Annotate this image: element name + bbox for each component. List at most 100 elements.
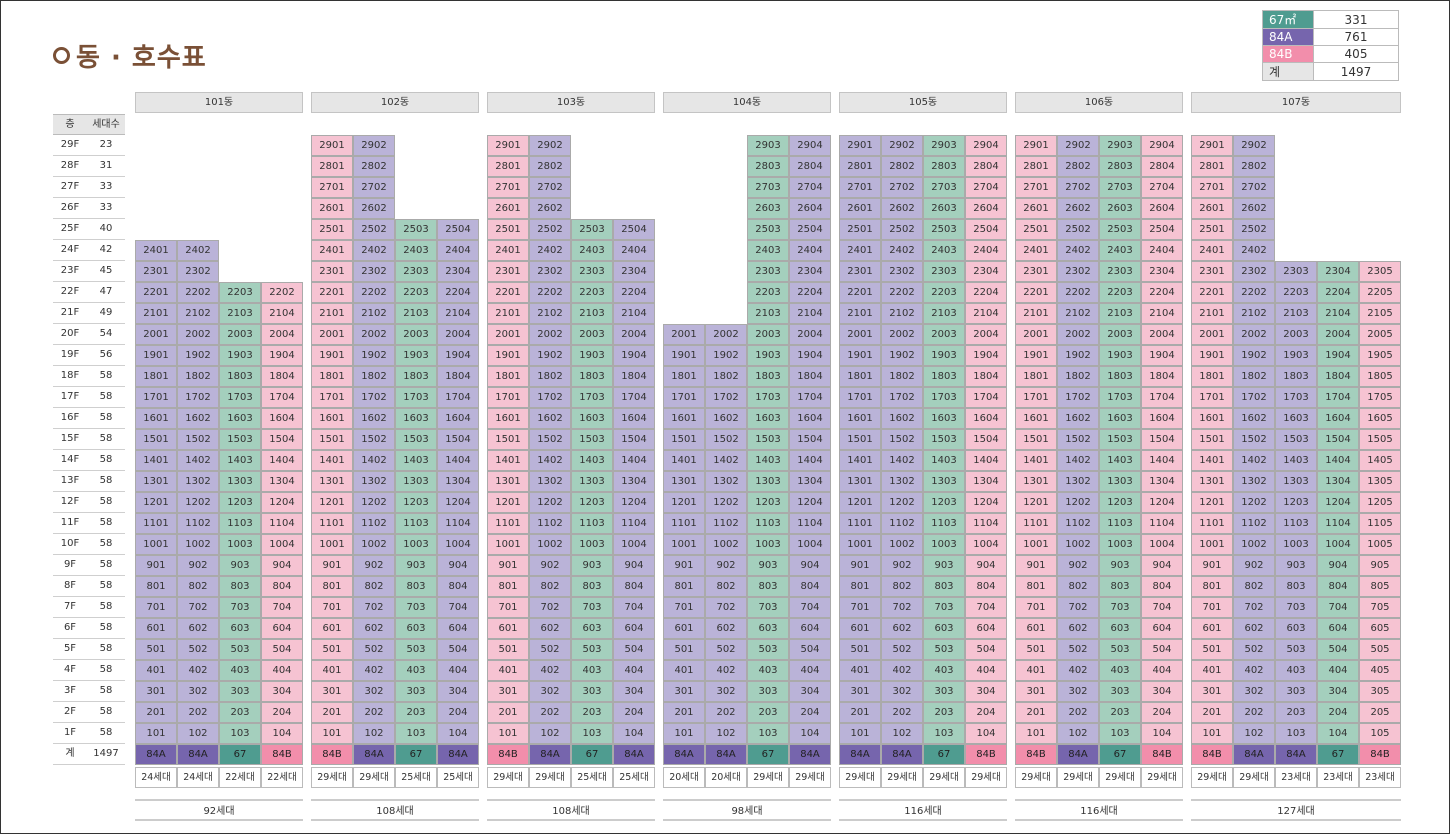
unit-cell: 1403 [571, 450, 613, 471]
unit-cell: 1703 [1099, 387, 1141, 408]
unit-cell: 2201 [1015, 282, 1057, 303]
unit-cell: 1003 [747, 534, 789, 555]
unit-cell: 1304 [965, 471, 1007, 492]
unit-cell: 1201 [839, 492, 881, 513]
unit-cell: 1003 [219, 534, 261, 555]
unit-cell: 1903 [571, 345, 613, 366]
unit-cell: 301 [311, 681, 353, 702]
unit-cell: 1602 [1233, 408, 1275, 429]
line-household-count: 23세대 [1275, 767, 1317, 788]
unit-cell: 601 [663, 618, 705, 639]
unit-cell: 801 [1191, 576, 1233, 597]
unit-cell: 701 [135, 597, 177, 618]
unit-cell: 601 [839, 618, 881, 639]
unit-cell: 603 [923, 618, 965, 639]
unit-cell: 301 [663, 681, 705, 702]
unit-cell: 804 [1317, 576, 1359, 597]
floor-unit-count: 33 [87, 177, 125, 198]
unit-cell: 1303 [571, 471, 613, 492]
floor-unit-count: 58 [87, 429, 125, 450]
unit-cell: 1401 [487, 450, 529, 471]
unit-cell: 2804 [1141, 156, 1183, 177]
unit-cell: 2303 [571, 261, 613, 282]
line-type-cell: 84A [663, 744, 705, 765]
unit-cell: 1901 [663, 345, 705, 366]
unit-cell: 1601 [839, 408, 881, 429]
unit-cell: 704 [1317, 597, 1359, 618]
unit-cell: 904 [1141, 555, 1183, 576]
unit-cell: 2303 [1275, 261, 1317, 282]
unit-cell: 2204 [789, 282, 831, 303]
unit-cell: 2403 [571, 240, 613, 261]
unit-cell: 2904 [789, 135, 831, 156]
unit-cell: 1803 [571, 366, 613, 387]
unit-cell: 202 [881, 702, 923, 723]
unit-cell: 1004 [789, 534, 831, 555]
unit-cell: 1504 [965, 429, 1007, 450]
floor-label: 6F [53, 618, 87, 639]
unit-cell: 2303 [1099, 261, 1141, 282]
unit-cell: 1104 [613, 513, 655, 534]
building-header: 104동 [663, 92, 831, 113]
floor-unit-count: 23 [87, 135, 125, 156]
unit-cell: 2504 [437, 219, 479, 240]
unit-cell: 2003 [747, 324, 789, 345]
unit-cell: 301 [135, 681, 177, 702]
unit-cell: 1302 [529, 471, 571, 492]
unit-cell: 704 [613, 597, 655, 618]
unit-cell: 1401 [663, 450, 705, 471]
unit-cell: 104 [613, 723, 655, 744]
unit-cell: 202 [353, 702, 395, 723]
unit-cell: 1201 [1191, 492, 1233, 513]
floor-unit-count: 58 [87, 534, 125, 555]
unit-cell: 504 [613, 639, 655, 660]
unit-cell: 1604 [261, 408, 303, 429]
unit-cell: 302 [705, 681, 747, 702]
unit-cell: 2902 [353, 135, 395, 156]
unit-cell: 302 [1057, 681, 1099, 702]
unit-cell: 904 [437, 555, 479, 576]
unit-cell: 2301 [839, 261, 881, 282]
unit-cell: 302 [177, 681, 219, 702]
unit-cell: 702 [1233, 597, 1275, 618]
unit-cell: 1001 [839, 534, 881, 555]
unit-cell: 1102 [353, 513, 395, 534]
unit-cell: 505 [1359, 639, 1401, 660]
unit-cell: 202 [177, 702, 219, 723]
unit-cell: 804 [965, 576, 1007, 597]
unit-cell: 2903 [747, 135, 789, 156]
unit-cell: 1503 [395, 429, 437, 450]
unit-cell: 2202 [353, 282, 395, 303]
unit-cell: 1104 [1317, 513, 1359, 534]
unit-cell: 301 [487, 681, 529, 702]
unit-cell: 2003 [395, 324, 437, 345]
unit-cell: 902 [353, 555, 395, 576]
unit-cell: 1701 [1015, 387, 1057, 408]
unit-cell: 1504 [789, 429, 831, 450]
unit-cell: 1104 [1141, 513, 1183, 534]
unit-cell: 304 [789, 681, 831, 702]
unit-cell: 2001 [839, 324, 881, 345]
line-household-count: 24세대 [135, 767, 177, 788]
line-household-count: 29세대 [1015, 767, 1057, 788]
unit-cell: 403 [219, 660, 261, 681]
unit-cell: 1603 [1099, 408, 1141, 429]
unit-cell: 2304 [965, 261, 1007, 282]
unit-cell: 2902 [881, 135, 923, 156]
unit-cell: 1501 [1191, 429, 1233, 450]
unit-cell: 2501 [839, 219, 881, 240]
unit-cell: 1002 [881, 534, 923, 555]
unit-cell: 2004 [1317, 324, 1359, 345]
unit-cell: 2404 [965, 240, 1007, 261]
unit-cell: 1401 [311, 450, 353, 471]
unit-cell: 1604 [437, 408, 479, 429]
unit-cell: 1002 [177, 534, 219, 555]
unit-cell: 1902 [1233, 345, 1275, 366]
unit-cell: 1301 [839, 471, 881, 492]
unit-cell: 1904 [789, 345, 831, 366]
unit-cell: 602 [529, 618, 571, 639]
unit-cell: 701 [487, 597, 529, 618]
line-type-cell: 84A [613, 744, 655, 765]
unit-cell: 1501 [135, 429, 177, 450]
unit-cell: 1704 [965, 387, 1007, 408]
